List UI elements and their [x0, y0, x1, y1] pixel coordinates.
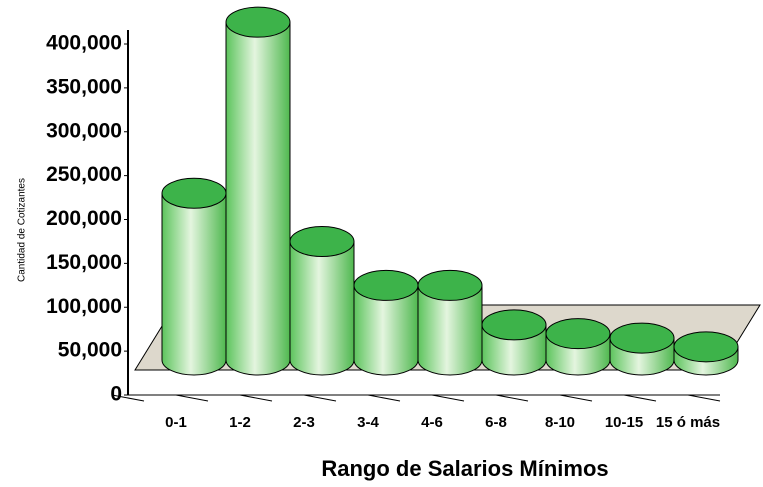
bar-top — [353, 269, 419, 301]
x-tick — [175, 394, 209, 402]
x-tick — [559, 394, 593, 402]
bar-top — [417, 269, 483, 301]
x-tick — [367, 394, 401, 402]
x-tick-label: 3-4 — [357, 414, 379, 431]
bar — [545, 318, 611, 376]
x-axis-title: Rango de Salarios Mínimos — [321, 456, 608, 481]
bar-top — [225, 6, 291, 38]
x-tick-label: 4-6 — [421, 414, 443, 431]
x-tick — [239, 394, 273, 402]
x-tick — [687, 394, 721, 402]
x-tick-label: 15 ó más — [656, 414, 720, 431]
bar — [673, 331, 739, 376]
bar — [225, 6, 291, 376]
bar — [609, 322, 675, 376]
y-tick-label: 400,000 — [46, 32, 122, 55]
bar-top — [481, 309, 547, 341]
x-tick — [303, 394, 337, 402]
x-tick-label: 10-15 — [605, 414, 643, 431]
bar — [417, 269, 483, 376]
y-axis-title: Cantidad de Cotizantes — [17, 178, 28, 282]
y-tick-label: 0 — [110, 383, 122, 406]
bar-body — [289, 241, 355, 376]
y-tick-label: 150,000 — [46, 251, 122, 274]
x-tick — [111, 394, 145, 402]
y-tick-label: 300,000 — [46, 119, 122, 142]
bar-body — [353, 284, 419, 376]
x-tick — [431, 394, 465, 402]
x-tick-label: 8-10 — [545, 414, 575, 431]
bar — [289, 226, 355, 376]
x-tick-label: 1-2 — [229, 414, 251, 431]
y-tick-label: 100,000 — [46, 295, 122, 318]
bar-body — [225, 21, 291, 376]
y-tick-label: 250,000 — [46, 163, 122, 186]
bar-body — [161, 192, 227, 376]
bar-top — [545, 318, 611, 350]
x-tick-label: 2-3 — [293, 414, 315, 431]
bar-top — [673, 331, 739, 363]
bar-body — [417, 284, 483, 376]
y-tick-label: 200,000 — [46, 207, 122, 230]
bar-top — [161, 177, 227, 209]
x-tick — [495, 394, 529, 402]
bar — [353, 269, 419, 376]
x-tick-label: 6-8 — [485, 414, 507, 431]
x-tick-label: 0-1 — [165, 414, 187, 431]
bar-top — [609, 322, 675, 354]
bar — [481, 309, 547, 376]
y-tick-label: 350,000 — [46, 75, 122, 98]
bar — [161, 177, 227, 376]
bar-top — [289, 226, 355, 258]
x-tick — [623, 394, 657, 402]
y-tick-label: 50,000 — [58, 339, 122, 362]
